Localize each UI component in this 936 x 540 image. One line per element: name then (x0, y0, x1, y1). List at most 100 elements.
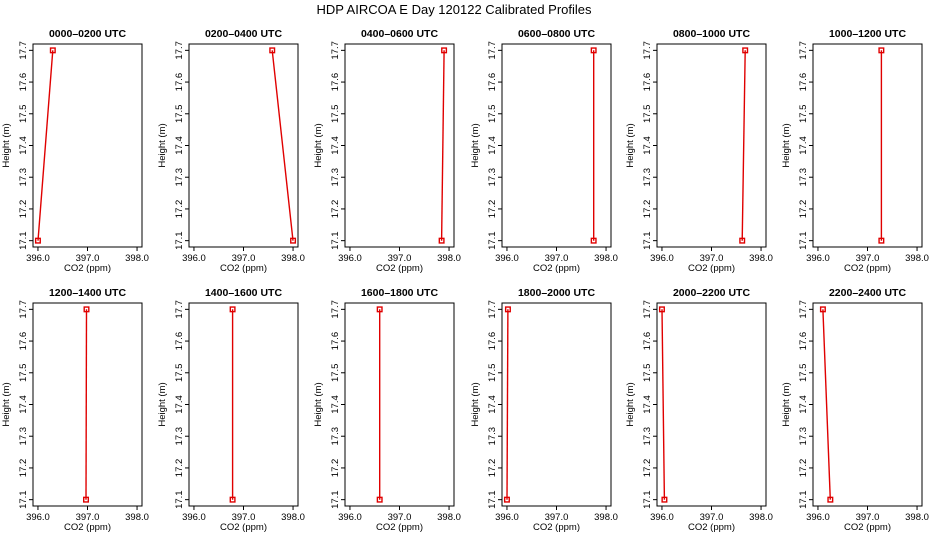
y-tick-label: 17.4 (798, 395, 809, 414)
panel-6: 1000–1200 UTC 396.0 397.0 398.0 17.1 17.2 17.3… (781, 28, 929, 274)
x-tick-label: 397.0 (545, 253, 569, 264)
y-axis-label: Height (m) (625, 382, 636, 426)
y-tick-label: 17.1 (174, 231, 185, 250)
y-tick-label: 17.3 (798, 168, 809, 187)
y-tick-label: 17.5 (330, 105, 341, 124)
y-tick-label: 17.6 (487, 332, 498, 351)
x-axis-label: CO2 (ppm) (533, 263, 580, 274)
y-tick-label: 17.2 (642, 200, 653, 219)
panel-title: 1200–1400 UTC (49, 287, 126, 299)
y-axis-label: Height (m) (1, 123, 12, 167)
plot-frame (812, 43, 923, 248)
y-tick-label: 17.7 (487, 41, 498, 60)
x-tick-label: 397.0 (388, 253, 412, 264)
y-tick-label: 17.7 (798, 300, 809, 319)
y-tick-label: 17.4 (330, 136, 341, 155)
y-tick-label: 17.4 (174, 395, 185, 414)
x-tick-label: 398.0 (594, 253, 618, 264)
y-tick-label: 17.7 (18, 300, 29, 319)
data-point (590, 47, 597, 54)
y-axis-label: Height (m) (313, 123, 324, 167)
plot-frame (656, 43, 767, 248)
y-tick-label: 17.5 (798, 105, 809, 124)
x-axis-label: CO2 (ppm) (688, 522, 735, 533)
figure-title: HDP AIRCOA E Day 120122 Calibrated Profi… (316, 2, 592, 17)
y-tick-label: 17.5 (642, 364, 653, 383)
data-point (269, 47, 276, 54)
y-tick-label: 17.4 (798, 136, 809, 155)
panel-9: 1600–1800 UTC 396.0 397.0 398.0 17.1 17.2 17.3… (313, 287, 461, 533)
y-tick-label: 17.2 (642, 459, 653, 478)
x-axis-label: CO2 (ppm) (533, 522, 580, 533)
panel-5: 0800–1000 UTC 396.0 397.0 398.0 17.1 17.2 17.3… (625, 28, 773, 274)
y-tick-label: 17.7 (330, 300, 341, 319)
data-point (590, 237, 597, 244)
y-tick-label: 17.5 (487, 364, 498, 383)
y-tick-label: 17.1 (174, 490, 185, 509)
x-tick-label: 396.0 (806, 512, 830, 523)
y-tick-label: 17.7 (642, 41, 653, 60)
y-tick-label: 17.3 (642, 427, 653, 446)
panel-10: 1800–2000 UTC 396.0 397.0 398.0 17.1 17.2 17.3… (470, 287, 618, 533)
y-tick-label: 17.7 (798, 41, 809, 60)
panel-title: 0600–0800 UTC (518, 28, 595, 40)
x-tick-label: 398.0 (437, 512, 461, 523)
y-tick-label: 17.6 (330, 332, 341, 351)
y-tick-label: 17.6 (642, 73, 653, 92)
plot-frame (344, 302, 455, 507)
x-tick-label: 396.0 (338, 253, 362, 264)
y-tick-label: 17.1 (18, 490, 29, 509)
plot-frame (32, 302, 143, 507)
y-tick-label: 17.1 (330, 490, 341, 509)
panel-title: 2200–2400 UTC (829, 287, 906, 299)
y-tick-label: 17.5 (18, 105, 29, 124)
data-point (661, 496, 668, 503)
co2-profile-line (37, 50, 54, 241)
y-tick-label: 17.5 (642, 105, 653, 124)
y-tick-label: 17.4 (642, 395, 653, 414)
y-tick-label: 17.7 (642, 300, 653, 319)
data-point (441, 47, 448, 54)
y-tick-label: 17.6 (487, 73, 498, 92)
y-tick-label: 17.1 (18, 231, 29, 250)
plot-frame (656, 302, 767, 507)
co2-profile-line (661, 309, 666, 500)
x-axis-label: CO2 (ppm) (688, 263, 735, 274)
x-tick-label: 398.0 (125, 253, 149, 264)
x-axis-label: CO2 (ppm) (220, 263, 267, 274)
y-tick-label: 17.2 (798, 200, 809, 219)
y-tick-label: 17.5 (330, 364, 341, 383)
y-tick-label: 17.7 (487, 300, 498, 319)
x-tick-label: 396.0 (650, 253, 674, 264)
co2-profile-line (822, 309, 831, 500)
y-tick-label: 17.2 (798, 459, 809, 478)
panel-title: 0400–0600 UTC (361, 28, 438, 40)
x-axis-label: CO2 (ppm) (220, 522, 267, 533)
y-tick-label: 17.5 (174, 105, 185, 124)
x-tick-label: 396.0 (182, 253, 206, 264)
plot-frame (32, 43, 143, 248)
panel-title: 1600–1800 UTC (361, 287, 438, 299)
panel-12: 2200–2400 UTC 396.0 397.0 398.0 17.1 17.2 17.3… (781, 287, 929, 533)
data-point (376, 306, 383, 313)
y-axis-label: Height (m) (157, 123, 168, 167)
y-tick-label: 17.6 (330, 73, 341, 92)
x-tick-label: 397.0 (856, 253, 880, 264)
y-tick-label: 17.6 (642, 332, 653, 351)
y-tick-label: 17.4 (330, 395, 341, 414)
x-axis-label: CO2 (ppm) (844, 263, 891, 274)
y-tick-label: 17.3 (174, 168, 185, 187)
x-tick-label: 397.0 (700, 512, 724, 523)
x-tick-label: 397.0 (856, 512, 880, 523)
y-tick-label: 17.1 (798, 490, 809, 509)
y-tick-label: 17.5 (798, 364, 809, 383)
y-tick-label: 17.5 (487, 105, 498, 124)
data-point (229, 306, 236, 313)
data-point (34, 237, 41, 244)
data-point (878, 47, 885, 54)
panel-2: 0200–0400 UTC 396.0 397.0 398.0 17.1 17.2 17.3… (157, 28, 305, 274)
y-tick-label: 17.6 (174, 332, 185, 351)
data-point (819, 306, 826, 313)
y-tick-label: 17.1 (642, 490, 653, 509)
